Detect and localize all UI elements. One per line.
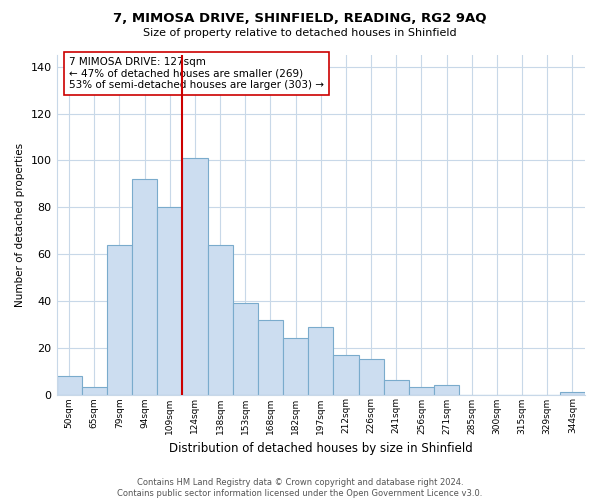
Text: 7 MIMOSA DRIVE: 127sqm
← 47% of detached houses are smaller (269)
53% of semi-de: 7 MIMOSA DRIVE: 127sqm ← 47% of detached… [69, 57, 324, 90]
Bar [233, 303, 258, 394]
Bar [409, 388, 434, 394]
Y-axis label: Number of detached properties: Number of detached properties [15, 142, 25, 307]
Text: Contains HM Land Registry data © Crown copyright and database right 2024.
Contai: Contains HM Land Registry data © Crown c… [118, 478, 482, 498]
Bar [560, 392, 585, 394]
X-axis label: Distribution of detached houses by size in Shinfield: Distribution of detached houses by size … [169, 442, 473, 455]
Bar [283, 338, 308, 394]
Bar [82, 388, 107, 394]
Text: Size of property relative to detached houses in Shinfield: Size of property relative to detached ho… [143, 28, 457, 38]
Bar [258, 320, 283, 394]
Bar [157, 207, 182, 394]
Bar [434, 385, 459, 394]
Bar [334, 354, 359, 395]
Bar [56, 376, 82, 394]
Bar [308, 326, 334, 394]
Bar [182, 158, 208, 394]
Bar [107, 244, 132, 394]
Text: 7, MIMOSA DRIVE, SHINFIELD, READING, RG2 9AQ: 7, MIMOSA DRIVE, SHINFIELD, READING, RG2… [113, 12, 487, 26]
Bar [359, 360, 383, 394]
Bar [132, 179, 157, 394]
Bar [383, 380, 409, 394]
Bar [208, 244, 233, 394]
